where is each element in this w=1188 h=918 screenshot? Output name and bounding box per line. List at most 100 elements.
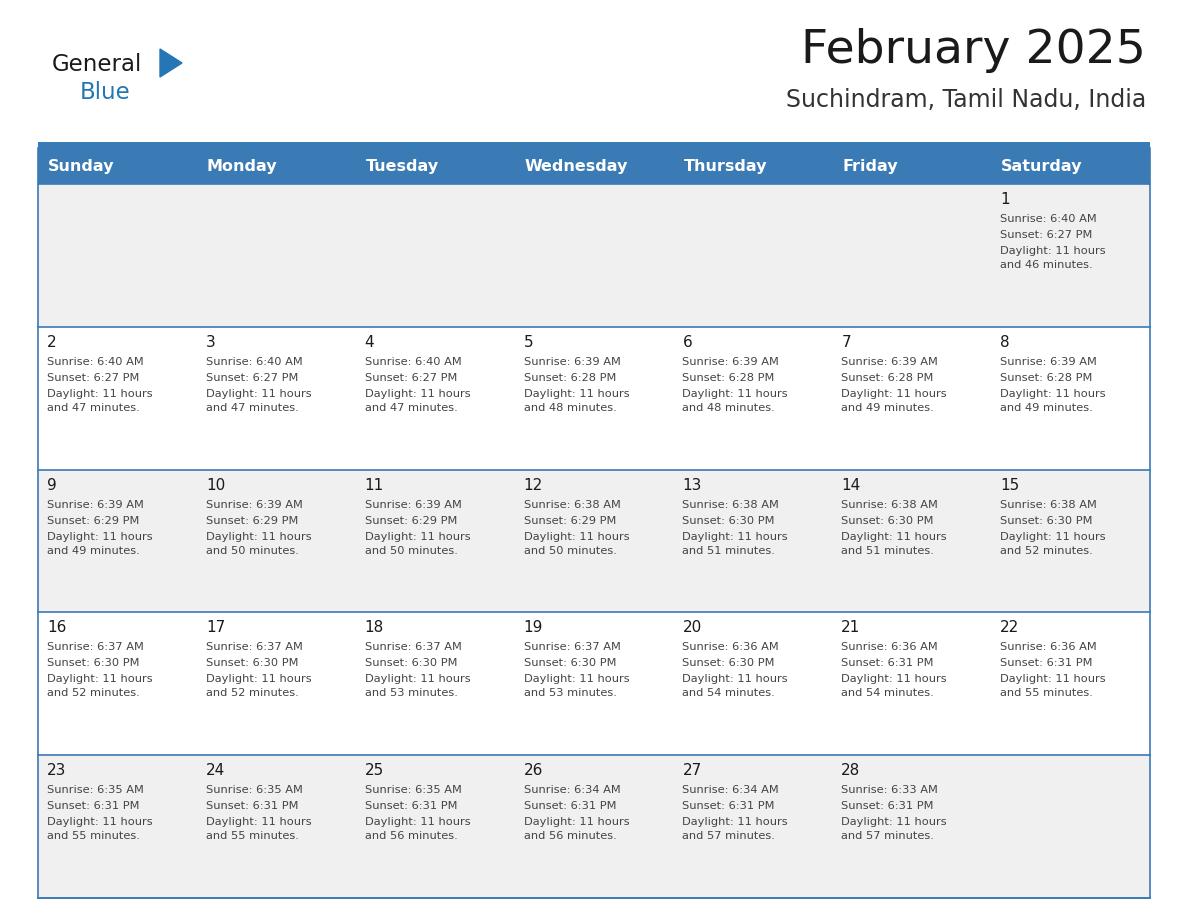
Bar	[38, 756, 1150, 898]
Text: Sunrise: 6:37 AM: Sunrise: 6:37 AM	[206, 643, 303, 653]
Bar	[38, 470, 1150, 612]
Text: 19: 19	[524, 621, 543, 635]
Text: February 2025: February 2025	[801, 28, 1146, 73]
Text: Sunset: 6:30 PM: Sunset: 6:30 PM	[841, 516, 934, 526]
Text: Sunset: 6:29 PM: Sunset: 6:29 PM	[365, 516, 457, 526]
Text: 23: 23	[48, 763, 67, 778]
Text: Wednesday: Wednesday	[525, 159, 628, 174]
Text: Daylight: 11 hours: Daylight: 11 hours	[1000, 246, 1106, 256]
Text: 14: 14	[841, 477, 860, 493]
Text: Daylight: 11 hours: Daylight: 11 hours	[841, 389, 947, 398]
Text: Sunset: 6:31 PM: Sunset: 6:31 PM	[48, 801, 139, 812]
Text: Daylight: 11 hours: Daylight: 11 hours	[524, 675, 630, 685]
Text: and 57 minutes.: and 57 minutes.	[841, 831, 934, 841]
Text: Sunset: 6:31 PM: Sunset: 6:31 PM	[365, 801, 457, 812]
Text: Daylight: 11 hours: Daylight: 11 hours	[841, 675, 947, 685]
Text: and 54 minutes.: and 54 minutes.	[841, 688, 934, 699]
Text: 9: 9	[48, 477, 57, 493]
Text: Thursday: Thursday	[683, 159, 767, 174]
Text: 4: 4	[365, 335, 374, 350]
Text: 18: 18	[365, 621, 384, 635]
Text: 2: 2	[48, 335, 57, 350]
Text: Sunset: 6:28 PM: Sunset: 6:28 PM	[841, 373, 934, 383]
Text: Sunrise: 6:38 AM: Sunrise: 6:38 AM	[524, 499, 620, 509]
Text: Sunrise: 6:33 AM: Sunrise: 6:33 AM	[841, 785, 939, 795]
Text: 5: 5	[524, 335, 533, 350]
Text: and 52 minutes.: and 52 minutes.	[1000, 545, 1093, 555]
Text: 8: 8	[1000, 335, 1010, 350]
Text: Sunset: 6:30 PM: Sunset: 6:30 PM	[1000, 516, 1093, 526]
Text: Sunset: 6:30 PM: Sunset: 6:30 PM	[365, 658, 457, 668]
Text: and 49 minutes.: and 49 minutes.	[841, 403, 934, 413]
Text: Daylight: 11 hours: Daylight: 11 hours	[48, 532, 152, 542]
Text: Sunrise: 6:39 AM: Sunrise: 6:39 AM	[48, 499, 144, 509]
Text: Daylight: 11 hours: Daylight: 11 hours	[841, 532, 947, 542]
Text: Daylight: 11 hours: Daylight: 11 hours	[841, 817, 947, 827]
Text: 16: 16	[48, 621, 67, 635]
Text: Sunrise: 6:39 AM: Sunrise: 6:39 AM	[841, 357, 939, 367]
Bar	[38, 612, 1150, 756]
Text: and 48 minutes.: and 48 minutes.	[682, 403, 776, 413]
Text: Daylight: 11 hours: Daylight: 11 hours	[365, 532, 470, 542]
Text: Sunset: 6:29 PM: Sunset: 6:29 PM	[48, 516, 139, 526]
Text: Sunset: 6:30 PM: Sunset: 6:30 PM	[682, 516, 775, 526]
Text: Daylight: 11 hours: Daylight: 11 hours	[206, 675, 311, 685]
Text: Sunday: Sunday	[48, 159, 114, 174]
Text: and 46 minutes.: and 46 minutes.	[1000, 260, 1093, 270]
Text: Sunset: 6:31 PM: Sunset: 6:31 PM	[682, 801, 775, 812]
Text: and 50 minutes.: and 50 minutes.	[365, 545, 457, 555]
Text: 25: 25	[365, 763, 384, 778]
Text: and 55 minutes.: and 55 minutes.	[1000, 688, 1093, 699]
Text: Daylight: 11 hours: Daylight: 11 hours	[48, 817, 152, 827]
Text: Suchindram, Tamil Nadu, India: Suchindram, Tamil Nadu, India	[785, 88, 1146, 112]
Text: Daylight: 11 hours: Daylight: 11 hours	[365, 389, 470, 398]
Text: and 56 minutes.: and 56 minutes.	[524, 831, 617, 841]
Text: and 49 minutes.: and 49 minutes.	[1000, 403, 1093, 413]
Text: and 50 minutes.: and 50 minutes.	[524, 545, 617, 555]
Text: 7: 7	[841, 335, 851, 350]
Bar	[38, 142, 1150, 148]
Text: Friday: Friday	[842, 159, 898, 174]
Text: and 50 minutes.: and 50 minutes.	[206, 545, 298, 555]
Text: Sunrise: 6:34 AM: Sunrise: 6:34 AM	[524, 785, 620, 795]
Text: 27: 27	[682, 763, 702, 778]
Text: Daylight: 11 hours: Daylight: 11 hours	[1000, 675, 1106, 685]
Text: 21: 21	[841, 621, 860, 635]
Text: Sunrise: 6:36 AM: Sunrise: 6:36 AM	[841, 643, 939, 653]
Bar	[38, 184, 1150, 327]
Text: Daylight: 11 hours: Daylight: 11 hours	[682, 389, 788, 398]
Text: Saturday: Saturday	[1001, 159, 1082, 174]
Text: Sunset: 6:27 PM: Sunset: 6:27 PM	[1000, 230, 1093, 240]
Text: Sunset: 6:31 PM: Sunset: 6:31 PM	[206, 801, 298, 812]
Polygon shape	[160, 49, 182, 77]
Text: Sunset: 6:31 PM: Sunset: 6:31 PM	[1000, 658, 1093, 668]
Text: Sunrise: 6:40 AM: Sunrise: 6:40 AM	[206, 357, 303, 367]
Text: Daylight: 11 hours: Daylight: 11 hours	[48, 389, 152, 398]
Text: Sunrise: 6:37 AM: Sunrise: 6:37 AM	[365, 643, 462, 653]
Text: Sunrise: 6:36 AM: Sunrise: 6:36 AM	[1000, 643, 1097, 653]
Text: Daylight: 11 hours: Daylight: 11 hours	[206, 389, 311, 398]
Text: 20: 20	[682, 621, 702, 635]
Text: 10: 10	[206, 477, 225, 493]
Text: 22: 22	[1000, 621, 1019, 635]
Text: Sunset: 6:27 PM: Sunset: 6:27 PM	[365, 373, 457, 383]
Text: 3: 3	[206, 335, 215, 350]
Text: and 47 minutes.: and 47 minutes.	[365, 403, 457, 413]
Text: Sunset: 6:30 PM: Sunset: 6:30 PM	[682, 658, 775, 668]
Text: and 52 minutes.: and 52 minutes.	[48, 688, 140, 699]
Text: Sunset: 6:28 PM: Sunset: 6:28 PM	[1000, 373, 1093, 383]
Text: 12: 12	[524, 477, 543, 493]
Text: Sunset: 6:28 PM: Sunset: 6:28 PM	[682, 373, 775, 383]
Text: Sunset: 6:27 PM: Sunset: 6:27 PM	[48, 373, 139, 383]
Text: and 53 minutes.: and 53 minutes.	[365, 688, 457, 699]
Text: Daylight: 11 hours: Daylight: 11 hours	[206, 817, 311, 827]
Text: Sunrise: 6:39 AM: Sunrise: 6:39 AM	[206, 499, 303, 509]
Text: Sunrise: 6:39 AM: Sunrise: 6:39 AM	[1000, 357, 1097, 367]
Bar	[38, 148, 1150, 898]
Text: Sunset: 6:31 PM: Sunset: 6:31 PM	[841, 801, 934, 812]
Text: Daylight: 11 hours: Daylight: 11 hours	[682, 817, 788, 827]
Text: Sunset: 6:27 PM: Sunset: 6:27 PM	[206, 373, 298, 383]
Text: and 52 minutes.: and 52 minutes.	[206, 688, 298, 699]
Text: Daylight: 11 hours: Daylight: 11 hours	[48, 675, 152, 685]
Text: Sunrise: 6:35 AM: Sunrise: 6:35 AM	[365, 785, 462, 795]
